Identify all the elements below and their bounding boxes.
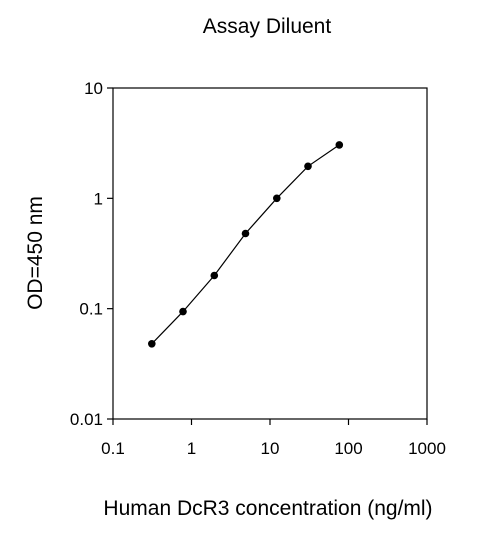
x-tick-label: 1	[187, 439, 196, 458]
x-tick-label: 100	[334, 439, 362, 458]
plot-frame	[112, 87, 428, 420]
data-point	[241, 229, 250, 238]
x-tick-label: 1000	[408, 439, 446, 458]
data-point	[179, 307, 187, 316]
data-point	[335, 141, 344, 149]
axes	[112, 87, 428, 420]
y-axis-label: OD=450 nm	[24, 196, 47, 310]
data-points	[148, 141, 344, 348]
series-line	[151, 144, 340, 345]
series-polyline	[151, 144, 340, 345]
y-tick-label: 10	[84, 79, 103, 98]
x-axis-ticks: 0.1 1 10 100 1000	[101, 419, 446, 458]
y-tick-label: 1	[94, 189, 103, 208]
y-tick-label: 0.1	[79, 300, 103, 319]
data-point	[210, 271, 219, 280]
x-tick-label: 10	[261, 439, 280, 458]
data-point	[273, 194, 281, 203]
y-axis-ticks: 0.01 0.1 1 10	[70, 79, 113, 429]
x-tick-label: 0.1	[101, 439, 125, 458]
chart-title: Assay Diluent	[203, 15, 332, 38]
x-axis-label: Human DcR3 concentration (ng/ml)	[103, 497, 432, 520]
y-tick-label: 0.01	[70, 410, 103, 429]
data-point	[304, 162, 312, 171]
data-point	[148, 340, 156, 348]
